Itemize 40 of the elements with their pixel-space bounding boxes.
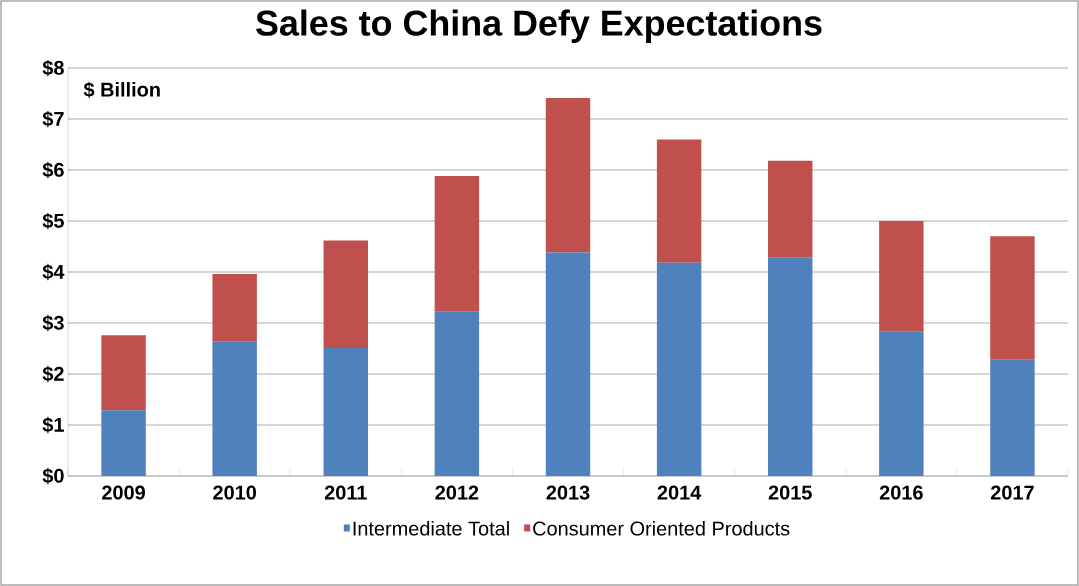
x-tick-label: 2013	[546, 485, 590, 500]
x-tick-label: 2014	[657, 485, 702, 500]
bar	[990, 359, 1035, 476]
y-tick-label: $4	[42, 263, 65, 281]
x-tick-label: 2015	[768, 485, 812, 500]
legend-label: Intermediate Total	[353, 520, 509, 536]
bar	[656, 262, 702, 476]
bar	[768, 257, 813, 476]
bar	[434, 311, 480, 476]
x-tick-label: 2011	[324, 485, 367, 500]
bar	[101, 335, 146, 411]
bar	[990, 236, 1035, 360]
bar	[323, 347, 368, 476]
bar	[545, 98, 591, 253]
legend-label: Consumer Oriented Products	[533, 520, 790, 536]
x-tick-label: 2010	[213, 485, 257, 500]
y-tick-label: $8	[42, 59, 64, 77]
bar	[656, 139, 702, 263]
y-tick-label: $6	[42, 161, 64, 179]
y-tick-label: $5	[42, 212, 64, 230]
chart-title: Sales to China Defy Expectations	[256, 9, 822, 43]
bar	[545, 252, 591, 476]
y-tick-label: $2	[42, 365, 64, 383]
bar	[768, 160, 813, 258]
x-tick-label: 2016	[879, 485, 923, 500]
annotation: $ Billion	[83, 81, 160, 98]
bar	[879, 221, 924, 332]
x-tick-label: 2012	[435, 485, 479, 500]
bar	[879, 331, 924, 476]
y-tick-label: $3	[42, 314, 64, 332]
y-tick-label: $1	[42, 416, 64, 434]
bar	[212, 341, 257, 476]
bar	[212, 274, 257, 342]
bar	[434, 176, 480, 312]
bar	[101, 410, 146, 476]
bar	[323, 240, 368, 348]
y-tick-label: $7	[42, 110, 64, 128]
x-tick-label: 2017	[990, 485, 1034, 500]
x-tick-label: 2009	[102, 485, 145, 500]
y-tick-label: $0	[42, 467, 64, 485]
